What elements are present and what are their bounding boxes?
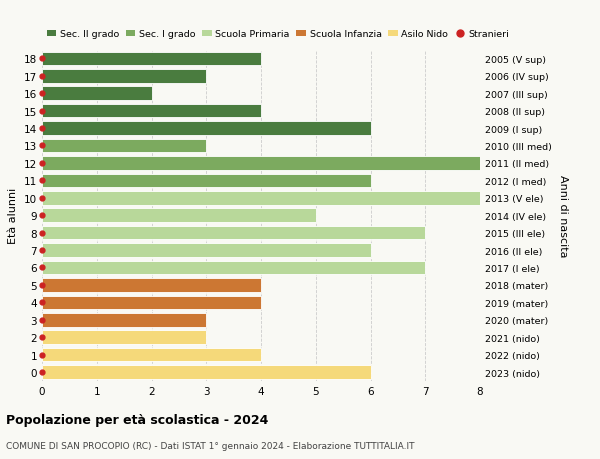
Bar	[42, 296, 261, 309]
Bar	[42, 70, 206, 84]
Bar	[42, 330, 206, 344]
Bar	[42, 157, 480, 170]
Bar	[42, 174, 371, 188]
Text: COMUNE DI SAN PROCOPIO (RC) - Dati ISTAT 1° gennaio 2024 - Elaborazione TUTTITAL: COMUNE DI SAN PROCOPIO (RC) - Dati ISTAT…	[6, 441, 415, 450]
Bar	[42, 279, 261, 292]
Legend: Sec. II grado, Sec. I grado, Scuola Primaria, Scuola Infanzia, Asilo Nido, Stran: Sec. II grado, Sec. I grado, Scuola Prim…	[47, 30, 509, 39]
Y-axis label: Età alunni: Età alunni	[8, 188, 19, 244]
Text: Popolazione per età scolastica - 2024: Popolazione per età scolastica - 2024	[6, 413, 268, 426]
Bar	[42, 87, 152, 101]
Bar	[42, 209, 316, 223]
Bar	[42, 140, 206, 153]
Y-axis label: Anni di nascita: Anni di nascita	[559, 174, 568, 257]
Bar	[42, 244, 371, 257]
Bar	[42, 52, 261, 66]
Bar	[42, 105, 261, 118]
Bar	[42, 365, 371, 379]
Bar	[42, 191, 480, 205]
Bar	[42, 122, 371, 135]
Bar	[42, 348, 261, 362]
Bar	[42, 261, 425, 274]
Bar	[42, 313, 206, 327]
Bar	[42, 226, 425, 240]
